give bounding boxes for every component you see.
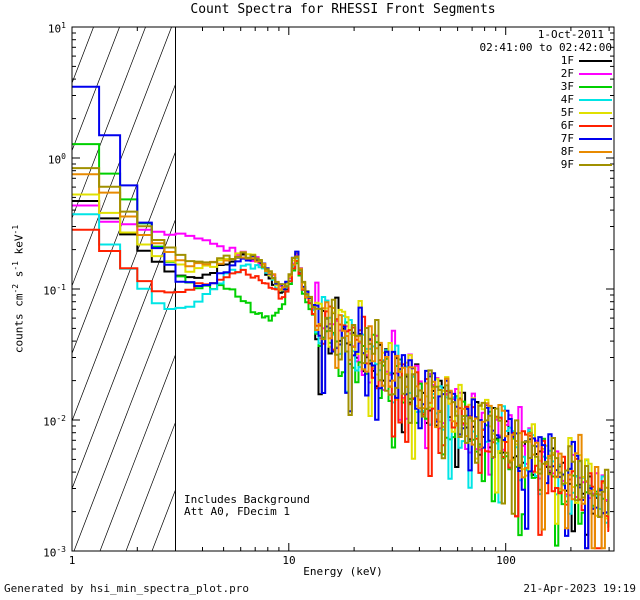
y-tick-label: 100 xyxy=(47,152,66,167)
legend-color-line xyxy=(579,163,612,166)
legend-color-line xyxy=(579,137,612,140)
annotation-includes-background: Includes Background xyxy=(184,493,310,506)
legend-color-line xyxy=(579,85,612,88)
y-axis-label: counts cm-2 s-1 keV-1 xyxy=(11,224,26,354)
legend-entry: 7F xyxy=(561,132,612,145)
legend-entry: 9F xyxy=(561,158,612,171)
x-tick-label: 10 xyxy=(282,554,296,567)
plot-title: Count Spectra for RHESSI Front Segments xyxy=(190,2,496,17)
legend-color-line xyxy=(579,72,612,75)
y-tick-label: 101 xyxy=(47,21,66,36)
legend-color-line xyxy=(579,111,612,114)
series-9F xyxy=(72,167,610,518)
generator-credit: Generated by hsi_min_spectra_plot.pro xyxy=(4,582,250,595)
legend-label: 4F xyxy=(560,93,574,106)
legend-label: 3F xyxy=(560,80,574,93)
legend-color-line xyxy=(579,150,612,153)
observation-date: 1-Oct-2011 xyxy=(537,28,604,41)
x-tick-label: 100 xyxy=(496,554,516,567)
legend-entry: 5F xyxy=(561,106,612,119)
legend-color-line xyxy=(579,124,612,127)
legend-entry: 6F xyxy=(561,119,612,132)
annotation-attenuator-state: Att A0, FDecim 1 xyxy=(184,505,290,518)
legend-label: 2F xyxy=(560,67,574,80)
observation-time-range: 02:41:00 to 02:42:00 xyxy=(479,41,612,54)
legend-label: 6F xyxy=(560,119,574,132)
legend-label: 5F xyxy=(560,106,574,119)
legend-entry: 3F xyxy=(561,80,612,93)
render-timestamp: 21-Apr-2023 19:19 xyxy=(523,582,636,595)
legend-entry: 4F xyxy=(561,93,612,106)
y-tick-label: 10-1 xyxy=(43,283,66,298)
legend: 1F 2F 3F 4F 5F 6F 7F 8F 9F xyxy=(561,54,612,171)
legend-color-line xyxy=(579,59,612,62)
legend-label: 7F xyxy=(560,132,574,145)
legend-entry: 2F xyxy=(561,67,612,80)
legend-entry: 8F xyxy=(561,145,612,158)
y-tick-label: 10-2 xyxy=(43,414,66,429)
legend-entry: 1F xyxy=(561,54,612,67)
x-axis-label: Energy (keV) xyxy=(303,565,383,578)
x-tick-label: 1 xyxy=(68,554,76,567)
legend-label: 8F xyxy=(560,145,574,158)
legend-label: 1F xyxy=(560,54,574,67)
series-7F xyxy=(72,85,610,550)
legend-color-line xyxy=(579,98,612,101)
y-tick-label: 10-3 xyxy=(43,545,66,560)
legend-label: 9F xyxy=(560,158,574,171)
